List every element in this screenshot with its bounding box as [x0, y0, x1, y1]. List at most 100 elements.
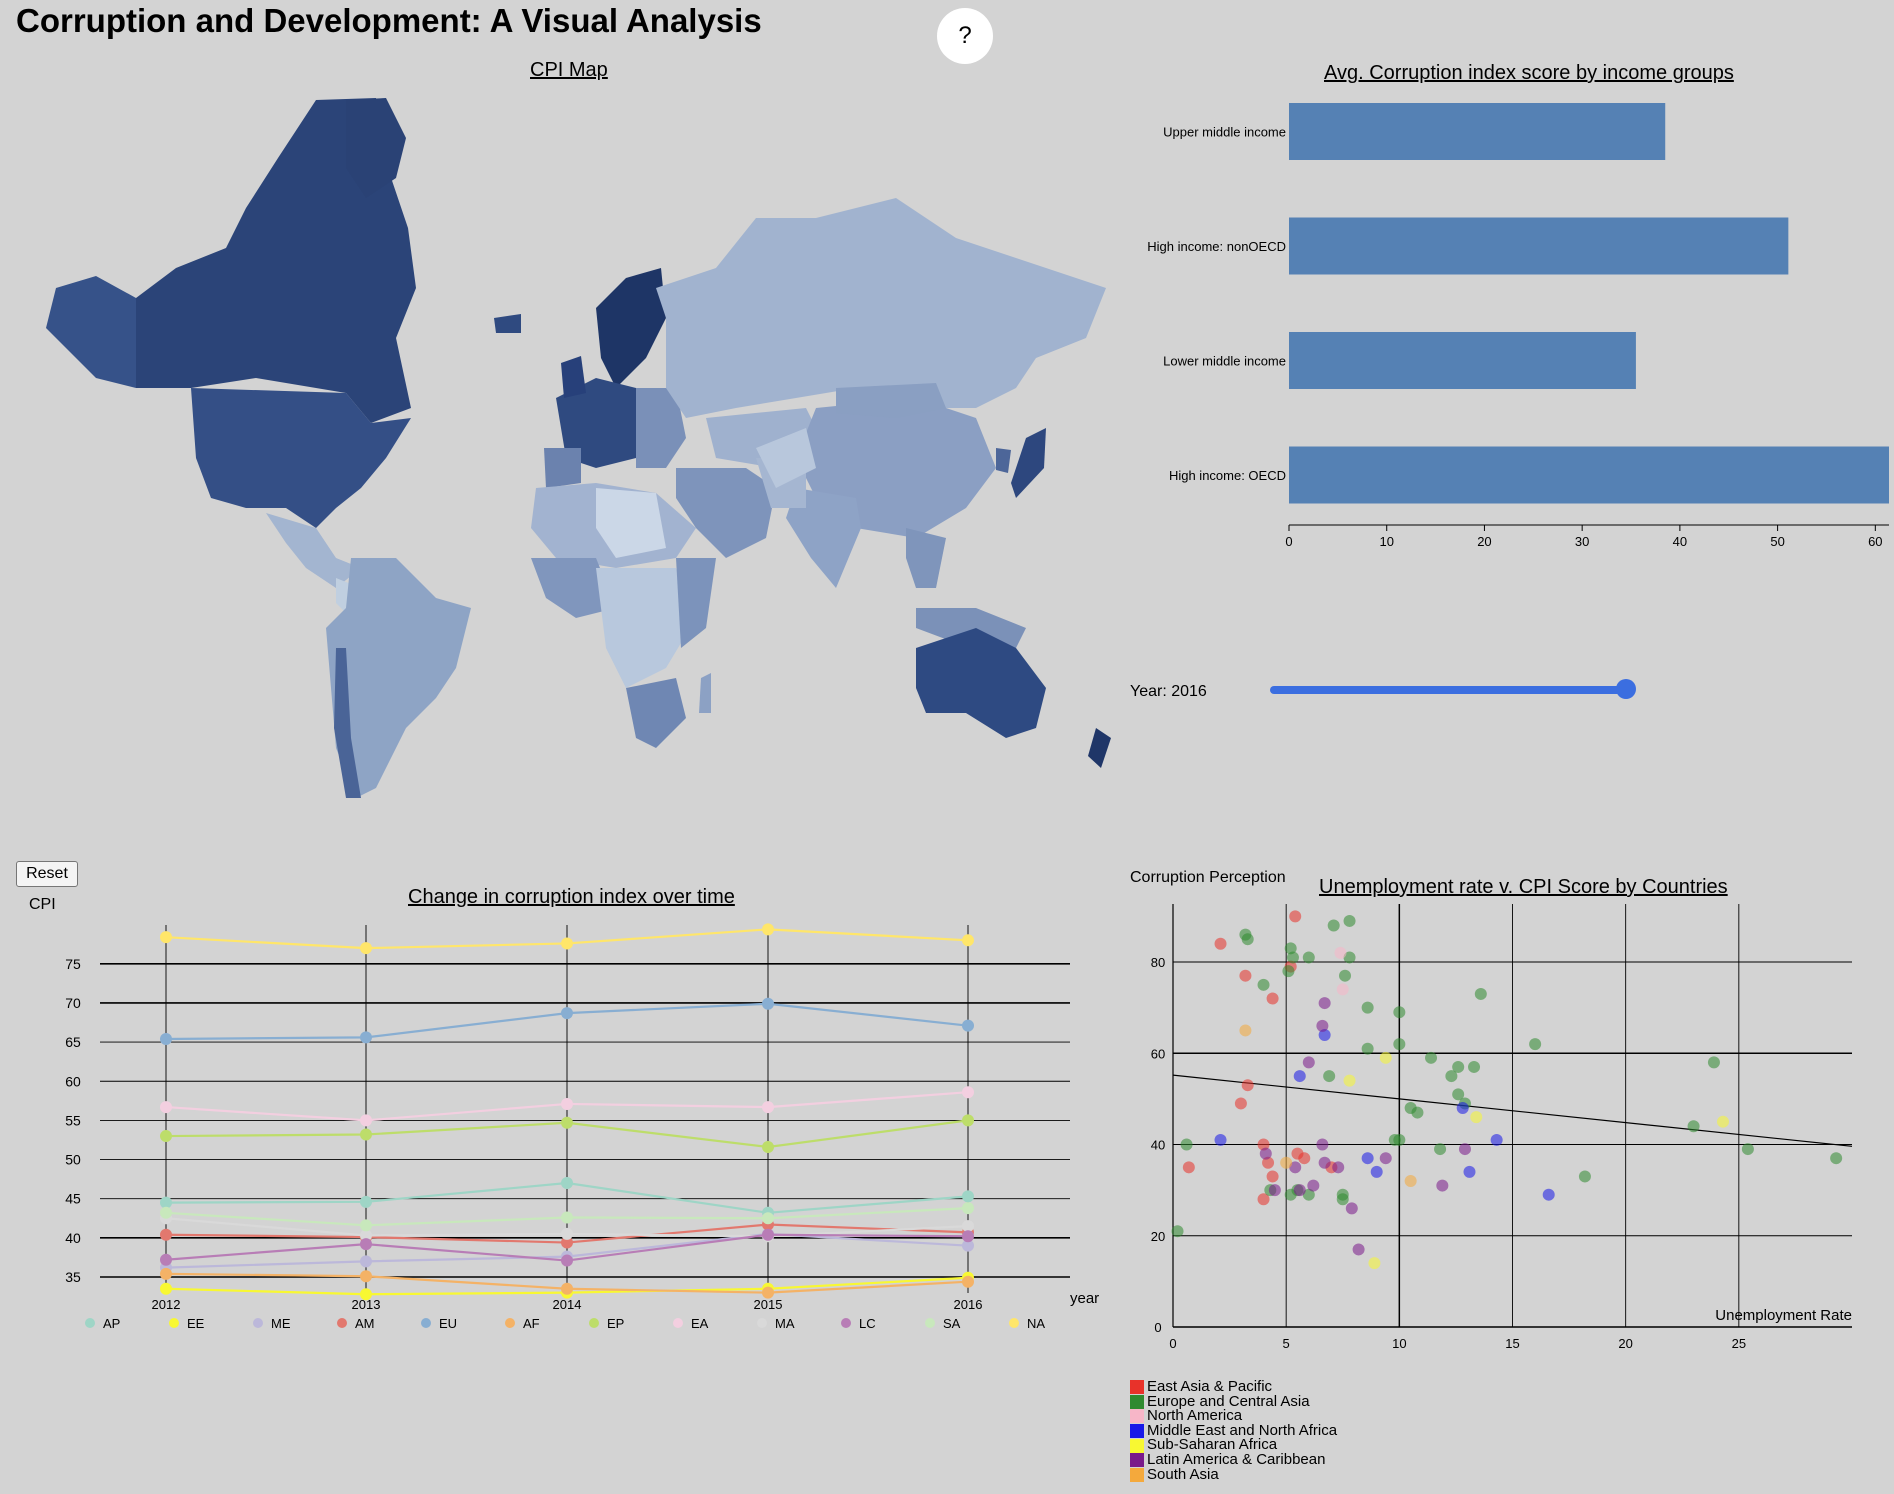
scatter-point[interactable]	[1282, 965, 1295, 978]
line-point-eu[interactable]	[360, 1031, 372, 1044]
scatter-point[interactable]	[1234, 1097, 1247, 1110]
scatter-point[interactable]	[1741, 1143, 1754, 1156]
line-legend-label[interactable]: AM	[355, 1316, 375, 1331]
scatter-point[interactable]	[1289, 910, 1302, 923]
scatter-point[interactable]	[1257, 978, 1270, 991]
line-point-ea[interactable]	[762, 1101, 774, 1114]
line-point-me[interactable]	[962, 1239, 974, 1252]
line-point-eu[interactable]	[561, 1007, 573, 1020]
scatter-point[interactable]	[1259, 1147, 1272, 1160]
scatter-point[interactable]	[1393, 1133, 1406, 1146]
line-point-ap[interactable]	[160, 1196, 172, 1209]
line-point-eu[interactable]	[962, 1019, 974, 1032]
map-region-iceland[interactable]	[494, 314, 521, 333]
map-region-middle-east[interactable]	[676, 468, 776, 558]
scatter-point[interactable]	[1327, 919, 1340, 932]
scatter-point[interactable]	[1707, 1056, 1720, 1069]
scatter-point[interactable]	[1343, 914, 1356, 927]
scatter-point[interactable]	[1452, 1060, 1465, 1073]
line-legend-label[interactable]: AF	[523, 1316, 540, 1331]
scatter-point[interactable]	[1830, 1152, 1843, 1165]
line-point-ma[interactable]	[561, 1227, 573, 1240]
scatter-point[interactable]	[1458, 1143, 1471, 1156]
scatter-point[interactable]	[1180, 1138, 1193, 1151]
line-point-ma[interactable]	[962, 1220, 974, 1233]
scatter-point[interactable]	[1393, 1006, 1406, 1019]
scatter-point[interactable]	[1302, 951, 1315, 964]
line-point-af[interactable]	[360, 1270, 372, 1283]
line-point-ee[interactable]	[360, 1288, 372, 1301]
scatter-point[interactable]	[1343, 951, 1356, 964]
scatter-point[interactable]	[1687, 1120, 1700, 1133]
scatter-point[interactable]	[1268, 1184, 1281, 1197]
line-point-sa[interactable]	[360, 1219, 372, 1232]
scatter-point[interactable]	[1293, 1070, 1306, 1083]
scatter-point[interactable]	[1393, 1038, 1406, 1051]
line-point-af[interactable]	[160, 1267, 172, 1280]
line-point-na[interactable]	[561, 937, 573, 950]
scatter-point[interactable]	[1490, 1133, 1503, 1146]
year-slider-handle[interactable]	[1616, 679, 1636, 699]
line-point-sa[interactable]	[160, 1206, 172, 1219]
scatter-point[interactable]	[1456, 1102, 1469, 1114]
line-point-ap[interactable]	[360, 1195, 372, 1208]
scatter-point[interactable]	[1352, 1243, 1365, 1256]
scatter-point[interactable]	[1239, 1024, 1252, 1037]
unemployment-scatter-chart[interactable]: 0 20 40 60 80 0 5 10 15 20 25 Unemployment Rate	[1125, 890, 1894, 1350]
line-point-am[interactable]	[561, 1236, 573, 1249]
scatter-point[interactable]	[1316, 1019, 1329, 1032]
line-point-ep[interactable]	[561, 1116, 573, 1129]
scatter-point[interactable]	[1379, 1051, 1392, 1064]
scatter-point[interactable]	[1214, 1133, 1227, 1146]
scatter-point[interactable]	[1468, 1060, 1481, 1073]
map-region-madagascar[interactable]	[699, 673, 711, 713]
line-point-ea[interactable]	[962, 1086, 974, 1099]
line-point-na[interactable]	[962, 934, 974, 947]
map-region-sahel[interactable]	[596, 488, 666, 558]
scatter-point[interactable]	[1436, 1179, 1449, 1192]
map-region-mongolia[interactable]	[836, 383, 946, 418]
line-legend-label[interactable]: EU	[439, 1316, 457, 1331]
line-point-lc[interactable]	[962, 1230, 974, 1243]
line-point-na[interactable]	[762, 923, 774, 936]
scatter-point[interactable]	[1241, 1079, 1254, 1092]
line-point-am[interactable]	[160, 1228, 172, 1241]
scatter-point[interactable]	[1578, 1170, 1591, 1183]
scatter-point[interactable]	[1280, 1156, 1293, 1169]
line-legend-label[interactable]: EA	[691, 1316, 709, 1331]
map-region-russia[interactable]	[656, 198, 1106, 418]
bar-lower-middle-income[interactable]	[1289, 332, 1636, 389]
scatter-point[interactable]	[1182, 1161, 1195, 1174]
scatter-point[interactable]	[1716, 1115, 1729, 1128]
scatter-point[interactable]	[1257, 1193, 1270, 1206]
scatter-point[interactable]	[1336, 983, 1349, 996]
line-point-eu[interactable]	[762, 997, 774, 1010]
map-region-southern-africa[interactable]	[626, 678, 686, 748]
year-slider[interactable]	[1270, 686, 1628, 694]
scatter-point[interactable]	[1336, 1193, 1349, 1206]
scatter-point[interactable]	[1425, 1051, 1438, 1064]
line-point-ep[interactable]	[762, 1141, 774, 1154]
map-region-eastern-europe[interactable]	[636, 388, 686, 468]
scatter-point[interactable]	[1542, 1188, 1555, 1201]
scatter-point[interactable]	[1339, 969, 1352, 982]
line-point-ep[interactable]	[962, 1114, 974, 1127]
map-region-australia[interactable]	[916, 628, 1046, 738]
map-region-korea[interactable]	[996, 448, 1011, 473]
line-legend-label[interactable]: SA	[943, 1316, 961, 1331]
line-legend-label[interactable]: LC	[859, 1316, 876, 1331]
scatter-point[interactable]	[1284, 942, 1297, 955]
scatter-point[interactable]	[1411, 1106, 1424, 1119]
map-region-uk[interactable]	[561, 356, 586, 398]
scatter-point[interactable]	[1302, 1188, 1315, 1201]
bar-high-income-oecd[interactable]	[1289, 446, 1889, 504]
line-point-ep[interactable]	[160, 1130, 172, 1143]
bar-upper-middle-income[interactable]	[1289, 103, 1666, 160]
map-region-south-america[interactable]	[326, 558, 471, 798]
map-region-chile[interactable]	[334, 648, 361, 798]
line-point-ea[interactable]	[561, 1097, 573, 1110]
scatter-point[interactable]	[1318, 997, 1331, 1010]
scatter-point[interactable]	[1316, 1138, 1329, 1151]
line-point-sa[interactable]	[762, 1212, 774, 1225]
line-point-ea[interactable]	[160, 1101, 172, 1114]
